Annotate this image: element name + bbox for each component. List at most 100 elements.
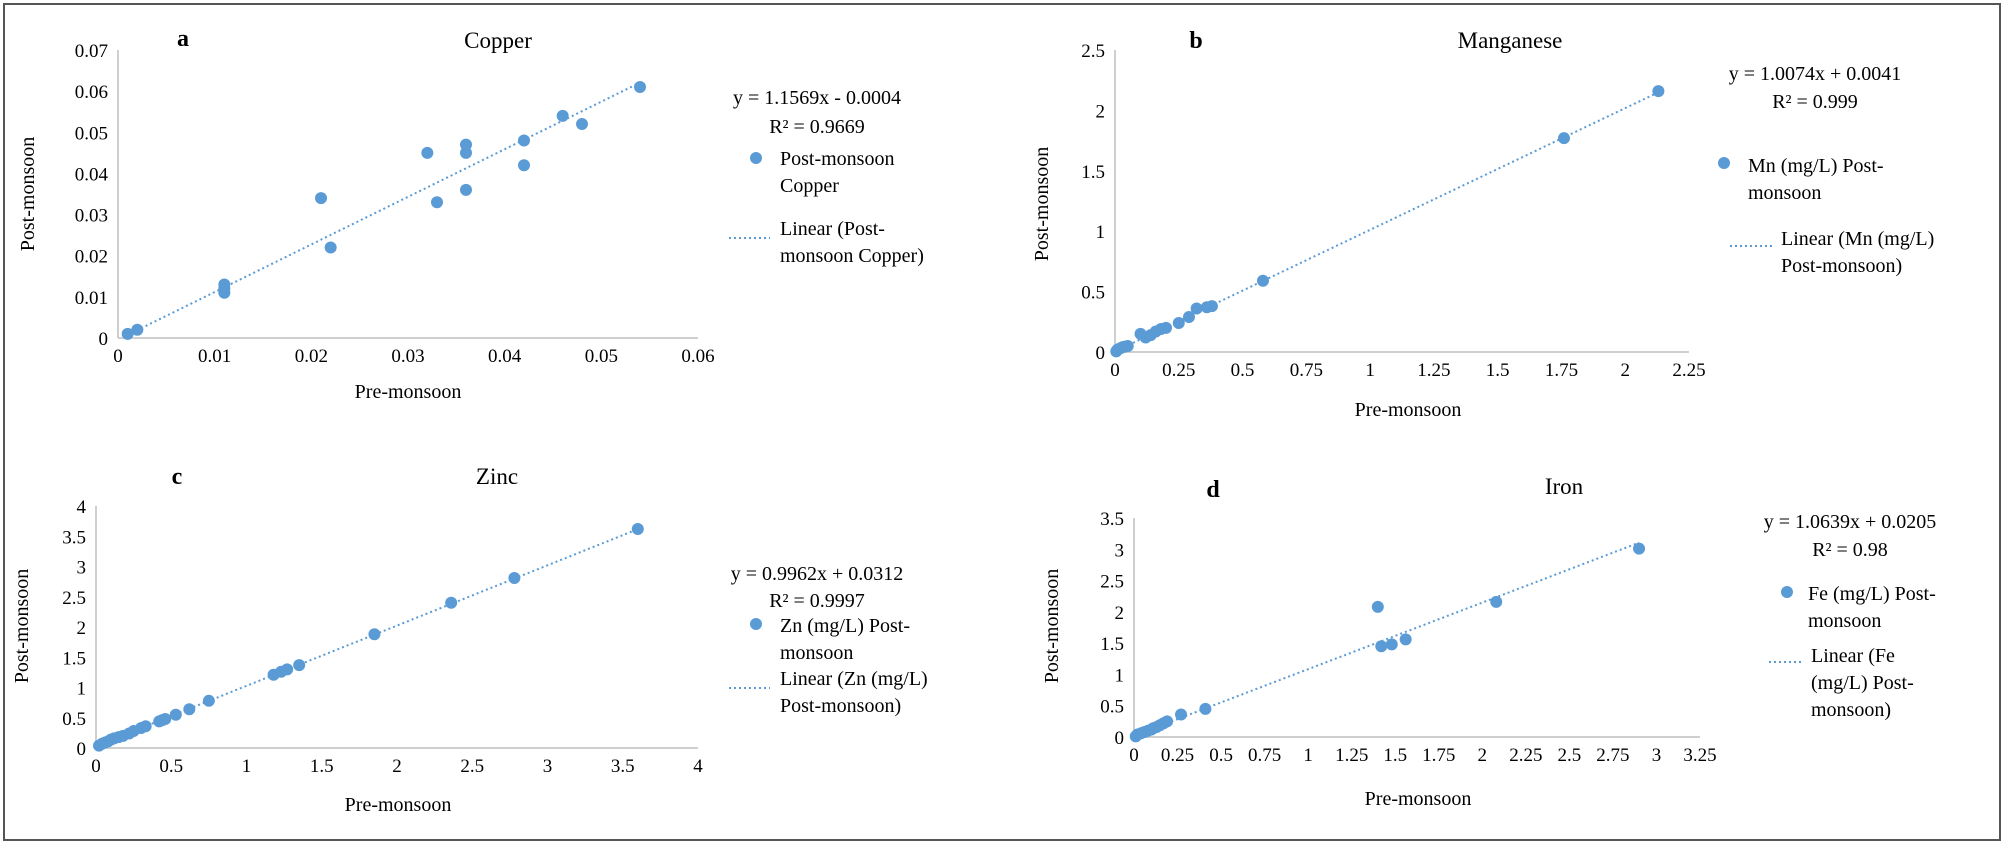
panel-letter: b: [1189, 28, 1202, 54]
data-point: [1161, 715, 1174, 728]
data-point: [518, 159, 530, 172]
data-point: [368, 628, 381, 641]
data-point: [1172, 317, 1185, 330]
data-point: [121, 327, 134, 340]
data-point: [556, 109, 569, 122]
x-tick-label: 2.75: [1596, 745, 1629, 766]
chart-panel-c: 0 0.5 1 1.5 2 2.5 3 3.5 4 0 0.5 1 1.5 2 2.5 3 3.5 4 c Zinc P…: [11, 464, 928, 816]
x-tick-label: 1.75: [1545, 360, 1578, 381]
x-axis-label: Pre-monsoon: [1365, 788, 1472, 810]
y-tick-label: 0.03: [75, 206, 108, 227]
y-tick-label: 0.5: [1100, 697, 1124, 718]
trendline: [127, 81, 641, 336]
data-point: [315, 192, 327, 205]
y-tick-label: 0.5: [62, 709, 86, 730]
y-tick-label: 2: [77, 618, 87, 639]
x-tick-label: 1.75: [1422, 745, 1455, 766]
x-tick-label: 1.5: [310, 756, 334, 777]
data-point: [1557, 132, 1570, 145]
y-axis-label: Post-monsoon: [1031, 147, 1053, 261]
data-point: [508, 571, 521, 584]
chart-title: Copper: [464, 28, 532, 53]
x-tick-label: 0.06: [681, 346, 714, 367]
legend-marker: [750, 152, 762, 164]
data-point: [431, 196, 443, 209]
data-point: [1375, 640, 1388, 653]
y-tick-label: 1.5: [1081, 162, 1105, 183]
data-point: [460, 146, 472, 159]
data-point: [1205, 300, 1218, 313]
y-tick-label: 1: [77, 679, 87, 700]
panel-letter: a: [177, 26, 189, 52]
y-tick-label: 3.5: [62, 527, 86, 548]
y-tick-label: 0: [99, 329, 109, 350]
x-tick-label: 0.5: [1209, 745, 1233, 766]
x-axis-label: Pre-monsoon: [1355, 399, 1462, 421]
y-tick-label: 4: [77, 497, 87, 518]
legend-series-label: Copper: [780, 175, 839, 197]
data-point: [1175, 708, 1188, 721]
x-tick-label: 2.5: [1558, 745, 1582, 766]
data-point: [1160, 321, 1173, 334]
data-point: [131, 323, 144, 336]
trend-equation: y = 1.0074x + 0.0041: [1729, 63, 1902, 85]
trend-r-squared: R² = 0.9997: [769, 590, 865, 612]
legend-trend-label: Post-monsoon): [780, 695, 901, 717]
y-axis-label: Post-monsoon: [11, 569, 33, 683]
legend-series-label: Zn (mg/L) Post-: [780, 615, 910, 637]
x-tick-label: 0.01: [198, 346, 231, 367]
x-axis-label: Pre-monsoon: [355, 381, 462, 403]
x-tick-label: 2: [1620, 360, 1630, 381]
data-point: [421, 146, 434, 159]
legend-marker: [750, 618, 762, 630]
x-tick-label: 3: [543, 756, 553, 777]
data-point: [1182, 310, 1195, 323]
data-point: [1652, 85, 1665, 98]
data-point: [139, 720, 152, 733]
y-tick-label: 3: [1115, 540, 1125, 561]
trend-equation: y = 1.1569x - 0.0004: [733, 87, 901, 109]
x-tick-label: 1.5: [1486, 360, 1510, 381]
data-point: [1199, 702, 1212, 715]
data-point: [576, 118, 588, 131]
x-tick-label: 3.25: [1683, 745, 1716, 766]
trend-r-squared: R² = 0.98: [1812, 539, 1888, 561]
trend-r-squared: R² = 0.9669: [769, 116, 865, 138]
x-tick-label: 0: [1129, 745, 1139, 766]
data-point: [1385, 638, 1398, 651]
trend-equation: y = 0.9962x + 0.0312: [731, 563, 904, 585]
x-tick-label: 0: [91, 756, 101, 777]
x-tick-label: 2: [392, 756, 402, 777]
x-tick-label: 0.04: [488, 346, 522, 367]
y-tick-label: 2: [1096, 101, 1106, 122]
legend-series-label: Post-monsoon: [780, 148, 894, 170]
panel-letter: c: [172, 464, 183, 490]
x-tick-label: 0.75: [1248, 745, 1281, 766]
x-tick-label: 1.5: [1383, 745, 1407, 766]
x-tick-label: 2: [1478, 745, 1488, 766]
data-point: [518, 134, 530, 147]
x-tick-label: 0.02: [295, 346, 328, 367]
x-tick-label: 0.5: [159, 756, 183, 777]
trendline: [95, 528, 639, 748]
x-tick-label: 1.25: [1417, 360, 1450, 381]
data-point: [293, 659, 306, 672]
x-tick-label: 1: [1303, 745, 1313, 766]
data-point: [634, 81, 646, 94]
legend-trend-label: Linear (Post-: [780, 218, 885, 240]
trendline: [1133, 541, 1640, 737]
legend-trend-label: monsoon): [1811, 699, 1891, 721]
legend-series-label: Mn (mg/L) Post-: [1748, 155, 1884, 177]
y-tick-label: 0.01: [75, 288, 108, 309]
x-tick-label: 0.05: [585, 346, 618, 367]
y-tick-label: 0: [1096, 343, 1106, 364]
x-tick-label: 0: [113, 346, 123, 367]
y-tick-label: 0.5: [1081, 283, 1105, 304]
y-axis-label: Post-monsoon: [1041, 569, 1063, 683]
legend-series-label: monsoon: [780, 642, 853, 664]
y-tick-label: 2: [1115, 603, 1125, 624]
data-point: [1399, 633, 1412, 646]
figure-frame: [3, 3, 2001, 841]
trend-equation: y = 1.0639x + 0.0205: [1764, 511, 1937, 533]
